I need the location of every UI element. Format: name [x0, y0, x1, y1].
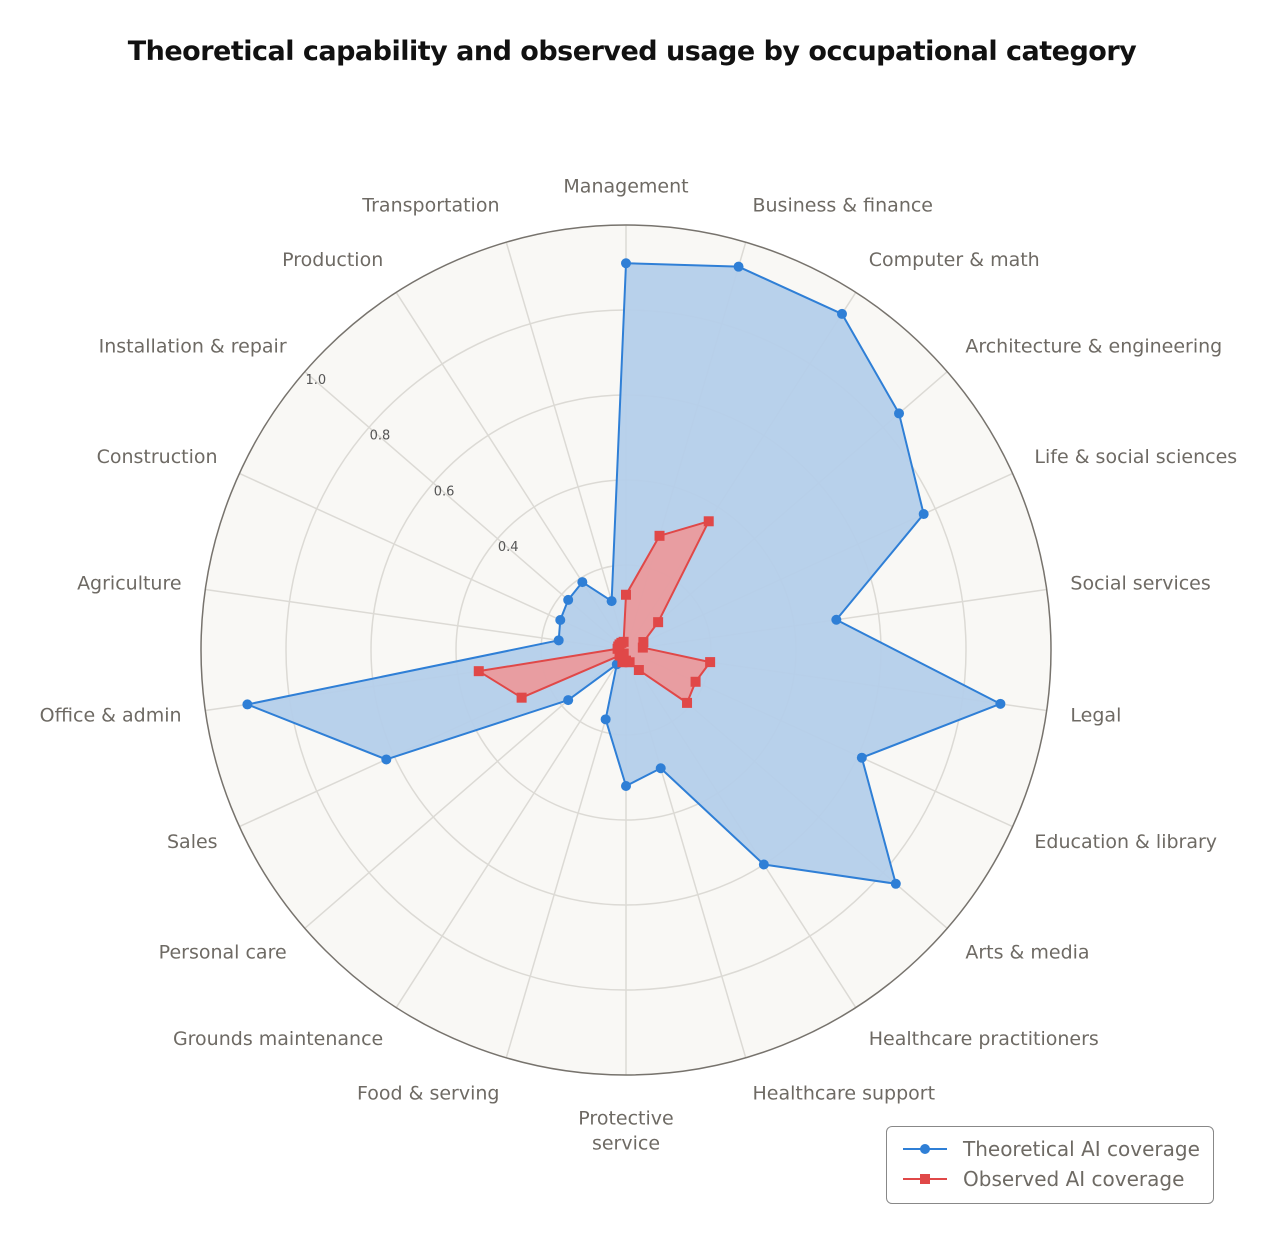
category-label: Education & library: [1034, 831, 1217, 853]
data-point: [621, 781, 631, 791]
data-point: [577, 577, 588, 588]
data-point: [654, 530, 665, 541]
category-label: Business & finance: [752, 194, 933, 216]
legend-item-theoretical: Theoretical AI coverage: [901, 1137, 1200, 1161]
category-label: Legal: [1070, 704, 1121, 726]
category-label: Agriculture: [77, 573, 182, 595]
outer-ring: [200, 224, 1052, 1076]
category-label: Installation & repair: [99, 335, 287, 357]
category-label: Construction: [97, 446, 218, 468]
data-point: [600, 714, 611, 725]
data-point: [614, 650, 625, 661]
data-point: [995, 698, 1006, 709]
grid-spoke: [395, 649, 627, 1008]
data-point: [473, 666, 484, 677]
legend-marker-circle-icon: [903, 1144, 947, 1154]
data-point: [516, 692, 527, 703]
legend-label: Theoretical AI coverage: [963, 1137, 1200, 1161]
data-point: [890, 878, 901, 889]
category-label: Food & serving: [357, 1083, 499, 1105]
category-label: Life & social sciences: [1034, 446, 1237, 468]
legend-marker-square-icon: [903, 1174, 947, 1184]
category-label: Healthcare practitioners: [869, 1028, 1099, 1050]
data-point: [606, 596, 617, 607]
category-label: Protective service: [578, 1107, 673, 1154]
data-point: [618, 636, 629, 647]
data-point: [836, 308, 847, 319]
data-point: [918, 509, 929, 520]
legend-label: Observed AI coverage: [963, 1167, 1185, 1191]
data-point: [733, 261, 744, 272]
data-point: [655, 763, 666, 774]
data-point: [637, 642, 648, 653]
radial-tick-label: 0.8: [370, 429, 391, 444]
data-point: [621, 589, 631, 600]
category-label: Healthcare support: [752, 1083, 935, 1105]
grid-spoke: [505, 242, 627, 651]
category-label: Management: [563, 176, 688, 198]
category-label: Grounds maintenance: [173, 1028, 383, 1050]
data-point: [563, 594, 574, 605]
data-point: [856, 752, 867, 763]
radial-tick-label: 0.4: [498, 540, 519, 555]
legend-item-observed: Observed AI coverage: [901, 1167, 1184, 1191]
chart-title: Theoretical capability and observed usag…: [127, 36, 1137, 67]
category-label: Computer & math: [869, 249, 1040, 271]
data-point: [381, 754, 392, 765]
category-label: Sales: [167, 831, 218, 853]
data-point: [633, 665, 644, 676]
category-label: Personal care: [159, 942, 287, 964]
data-point: [653, 617, 664, 628]
legend: Theoretical AI coverage Observed AI cove…: [886, 1126, 1214, 1204]
category-label: Transportation: [361, 194, 499, 216]
data-point: [555, 614, 566, 625]
data-point: [617, 657, 628, 668]
category-label: Social services: [1070, 573, 1210, 595]
data-point: [705, 657, 716, 668]
data-point: [758, 859, 769, 870]
data-point: [703, 516, 714, 527]
data-point: [831, 614, 842, 625]
radial-tick-label: 0.6: [434, 484, 455, 499]
category-label: Architecture & engineering: [965, 335, 1222, 357]
data-point: [553, 635, 564, 646]
data-point: [638, 637, 649, 648]
data-point: [682, 697, 693, 708]
radial-tick-label: 1.0: [305, 373, 326, 388]
data-point: [621, 258, 631, 269]
data-point: [563, 695, 574, 706]
data-point: [242, 699, 253, 710]
category-label: Production: [282, 249, 383, 271]
data-point: [894, 408, 905, 419]
data-point: [690, 676, 701, 687]
category-label: Arts & media: [965, 942, 1089, 964]
category-label: Office & admin: [40, 704, 182, 726]
